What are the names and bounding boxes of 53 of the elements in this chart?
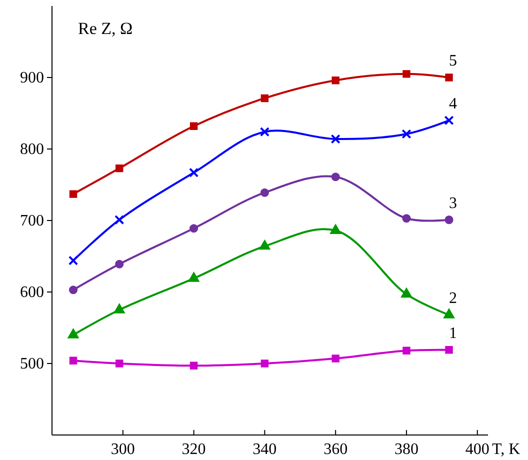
point xyxy=(444,116,454,126)
series-label: 4 xyxy=(449,95,458,112)
point xyxy=(260,188,269,197)
series-label: 1 xyxy=(449,324,458,342)
point xyxy=(331,172,340,182)
x-tick-label: 380 xyxy=(394,441,418,458)
series-label: 3 xyxy=(449,194,458,212)
point xyxy=(69,356,78,364)
point xyxy=(68,286,78,294)
y-tick-label: 900 xyxy=(20,70,44,86)
point xyxy=(332,354,340,362)
point xyxy=(115,260,124,268)
point xyxy=(402,129,412,139)
point xyxy=(445,346,453,354)
x-tick-label: 400 xyxy=(465,441,490,458)
point xyxy=(115,164,124,172)
point xyxy=(114,214,124,225)
point xyxy=(444,216,454,224)
y-tick-label: 600 xyxy=(20,284,44,301)
y-tick-label: 700 xyxy=(20,212,44,230)
point xyxy=(188,272,200,282)
point xyxy=(259,240,270,250)
point xyxy=(445,74,453,82)
point xyxy=(115,360,124,368)
x-tick-label: 340 xyxy=(252,441,277,458)
point xyxy=(330,224,342,234)
point xyxy=(68,256,78,266)
point xyxy=(260,94,269,102)
x-tick-label: 320 xyxy=(182,441,206,458)
y-axis-title: Re Z, Ω xyxy=(78,19,133,38)
point xyxy=(402,346,410,354)
point xyxy=(402,70,410,78)
point xyxy=(68,328,79,338)
y-tick-label: 500 xyxy=(20,356,44,372)
point xyxy=(114,303,125,314)
y-tick-label: 800 xyxy=(20,141,44,158)
point xyxy=(69,190,78,198)
series-label: 5 xyxy=(449,52,458,70)
point xyxy=(260,127,270,137)
series-label: 2 xyxy=(449,290,458,307)
x-tick-label: 300 xyxy=(110,441,135,458)
point xyxy=(260,360,269,368)
point xyxy=(443,308,455,318)
point xyxy=(188,168,199,178)
point xyxy=(190,362,198,370)
point xyxy=(190,224,198,233)
x-tick-label: 360 xyxy=(324,441,348,458)
x-axis-title: T, K xyxy=(492,441,521,458)
point xyxy=(190,122,198,130)
point xyxy=(400,288,412,298)
point xyxy=(330,134,340,144)
point xyxy=(332,76,340,84)
point xyxy=(402,214,411,223)
